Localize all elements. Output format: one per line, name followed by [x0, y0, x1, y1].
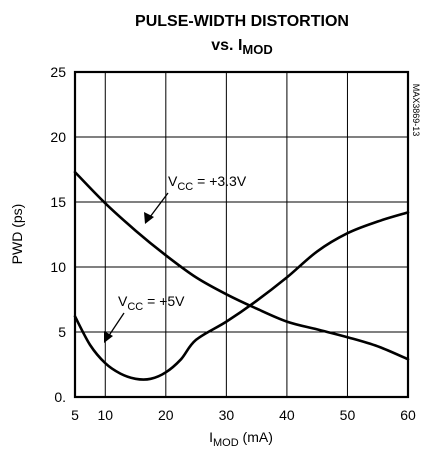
plot-frame [73, 70, 410, 399]
series-line-vcc-3v3 [73, 170, 410, 361]
x-tick-label: 60 [400, 407, 416, 423]
figure-code: MAX3869-13 [411, 84, 421, 137]
x-tick-label: 5 [71, 407, 79, 423]
chart-title: PULSE-WIDTH DISTORTION [135, 13, 349, 30]
y-tick-label: 25 [50, 64, 66, 80]
x-tick-labels: 5 10 20 30 40 50 60 [71, 407, 416, 423]
x-axis-label: IMOD (mA) [209, 429, 273, 449]
series-label-3v3: VCC = +3.3V [168, 173, 247, 193]
x-tick-label: 10 [97, 407, 113, 423]
x-tick-label: 50 [340, 407, 356, 423]
x-tick-label: 20 [158, 407, 174, 423]
grid [75, 72, 408, 397]
y-tick-label: 20 [50, 129, 66, 145]
y-tick-label: 10 [50, 259, 66, 275]
series-label-5v: VCC = +5V [118, 293, 185, 313]
chart-subtitle: vs. IMOD [211, 37, 272, 57]
x-tick-label: 40 [279, 407, 295, 423]
series-line-vcc-5v [73, 211, 410, 381]
x-tick-label: 30 [219, 407, 235, 423]
annotation-arrowhead-5v [104, 331, 113, 343]
y-tick-label: 5 [58, 324, 66, 340]
series-group [73, 170, 410, 381]
annotation-arrowhead-3v3 [144, 212, 154, 224]
y-tick-label: 15 [50, 194, 66, 210]
y-tick-labels: 0. 5 10 15 20 25 [50, 64, 66, 405]
y-axis-label: PWD (ps) [9, 204, 25, 265]
y-tick-label: 0. [54, 389, 66, 405]
